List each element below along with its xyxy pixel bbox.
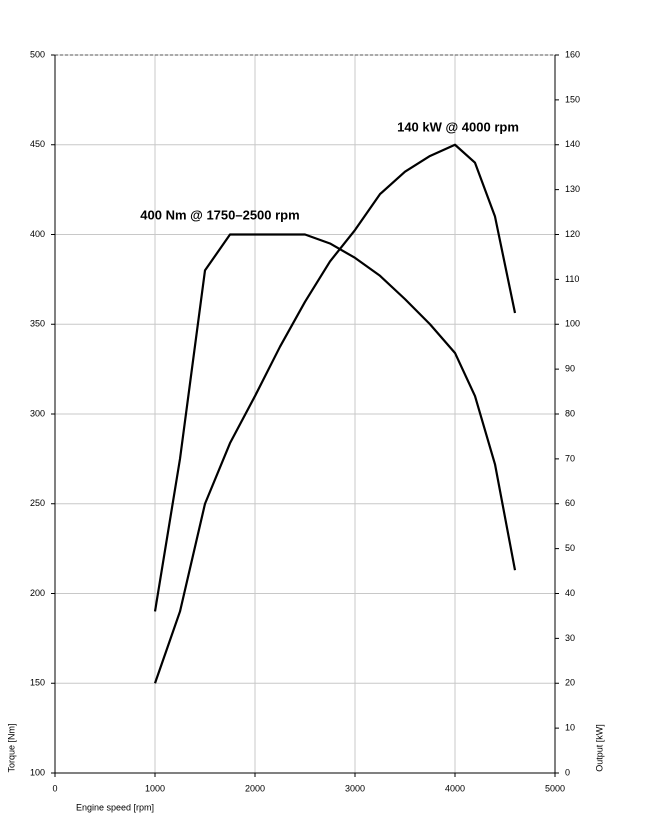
x-tick-label: 0 — [52, 783, 57, 793]
y2-tick-label: 120 — [565, 229, 580, 239]
y2-tick-label: 110 — [565, 274, 579, 284]
y-tick-label: 300 — [30, 408, 45, 418]
y-tick-label: 250 — [30, 498, 45, 508]
x-tick-label: 5000 — [545, 783, 565, 793]
y2-tick-label: 50 — [565, 543, 575, 553]
x-tick-label: 3000 — [345, 783, 365, 793]
y-tick-label: 200 — [30, 588, 45, 598]
y2-tick-label: 10 — [565, 723, 575, 733]
y2-tick-label: 150 — [565, 94, 580, 104]
y2-tick-label: 100 — [565, 319, 580, 329]
series-line — [153, 233, 517, 612]
y2-tick-label: 20 — [565, 678, 575, 688]
y2-tick-label: 80 — [565, 408, 575, 418]
y2-tick-label: 130 — [565, 184, 580, 194]
x-tick-label: 4000 — [445, 783, 465, 793]
y2-tick-label: 160 — [565, 49, 580, 59]
y2-tick-label: 30 — [565, 633, 575, 643]
y2-tick-label: 140 — [565, 139, 580, 149]
x-tick-label: 1000 — [145, 783, 165, 793]
y2-tick-label: 40 — [565, 588, 575, 598]
y-tick-label: 450 — [30, 139, 45, 149]
y-tick-label: 150 — [30, 678, 45, 688]
y-tick-label: 350 — [30, 319, 45, 329]
y2-tick-label: 70 — [565, 453, 575, 463]
y2-axis-title: Output [kW] — [594, 724, 604, 772]
y2-tick-label: 60 — [565, 498, 575, 508]
annotation: 140 kW @ 4000 rpm — [397, 119, 519, 134]
y-tick-label: 100 — [30, 767, 45, 777]
y-tick-label: 500 — [30, 49, 45, 59]
annotation: 400 Nm @ 1750–2500 rpm — [140, 207, 299, 222]
y-tick-label: 400 — [30, 229, 45, 239]
y-axis-title: Torque [Nm] — [6, 723, 16, 772]
x-axis-title: Engine speed [rpm] — [76, 802, 154, 812]
y2-tick-label: 90 — [565, 364, 575, 374]
x-tick-label: 2000 — [245, 783, 265, 793]
series-line — [153, 143, 517, 684]
y2-tick-label: 0 — [565, 767, 570, 777]
